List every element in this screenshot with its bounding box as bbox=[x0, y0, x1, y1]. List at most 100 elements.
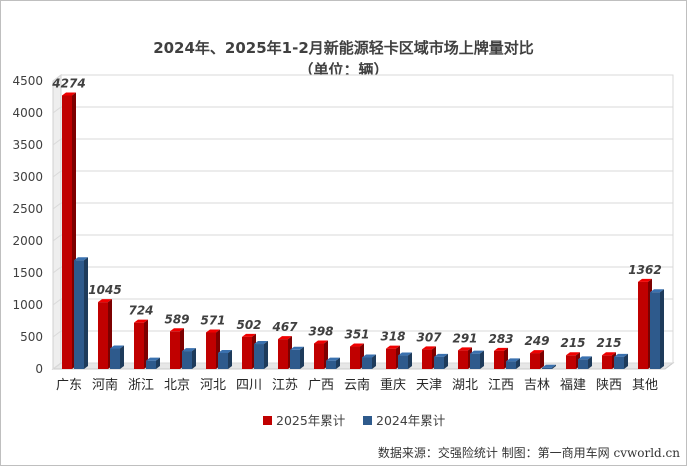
x-category-label: 湖北 bbox=[452, 378, 478, 393]
plot-back-wall bbox=[60, 74, 674, 364]
bar-2024-top bbox=[326, 357, 340, 361]
bar-2024 bbox=[326, 360, 336, 369]
bar-2025-top bbox=[134, 319, 148, 323]
bar-2024-top bbox=[614, 353, 628, 357]
bar-2025 bbox=[134, 322, 144, 369]
bar-2024 bbox=[182, 351, 192, 369]
bar-2025-top bbox=[206, 329, 220, 333]
bar-2025 bbox=[314, 343, 324, 369]
x-category-label: 云南 bbox=[344, 377, 370, 393]
bar-2025-top bbox=[170, 328, 184, 332]
bar-2025-top bbox=[422, 346, 436, 350]
bar-2024-side bbox=[336, 357, 340, 369]
y-tick-label: 4000 bbox=[12, 106, 43, 120]
data-source-note: 数据来源：交强险统计 制图：第一商用车网 cvworld.cn bbox=[377, 446, 680, 460]
bar-2024-side bbox=[624, 353, 628, 369]
bar-2024 bbox=[434, 356, 444, 369]
x-category-label: 天津 bbox=[416, 378, 442, 393]
gridline bbox=[52, 74, 673, 82]
x-category-label: 河南 bbox=[92, 377, 118, 393]
x-category-label: 吉林 bbox=[524, 378, 550, 393]
bar-2025 bbox=[62, 95, 72, 370]
bar-2025 bbox=[458, 350, 468, 369]
bar-2025 bbox=[350, 346, 360, 369]
bar-2025-top bbox=[494, 347, 508, 351]
bar-2024-side bbox=[264, 341, 268, 369]
gridline bbox=[52, 330, 673, 338]
bar-2024-side bbox=[480, 350, 484, 369]
data-label: 291 bbox=[452, 331, 477, 345]
x-category-label: 陕西 bbox=[596, 378, 622, 393]
bar-2024-top bbox=[182, 348, 196, 352]
bar-2024 bbox=[254, 344, 264, 369]
legend-label: 2024年累计 bbox=[376, 413, 445, 428]
gridline bbox=[52, 170, 673, 178]
bar-2024 bbox=[218, 353, 228, 369]
bar-2025 bbox=[278, 339, 288, 369]
y-tick-label: 3000 bbox=[12, 170, 43, 184]
bar-2024-side bbox=[228, 350, 232, 369]
bar-2025-side bbox=[540, 350, 544, 369]
x-category-label: 四川 bbox=[236, 378, 262, 393]
data-label: 398 bbox=[308, 325, 333, 339]
y-tick-label: 3500 bbox=[12, 138, 43, 152]
bar-2025-side bbox=[144, 319, 148, 369]
y-tick-label: 2500 bbox=[12, 202, 43, 216]
x-category-label: 重庆 bbox=[380, 377, 406, 393]
bar-2024-side bbox=[588, 356, 592, 369]
bar-2025-top bbox=[278, 336, 292, 340]
bar-2025 bbox=[242, 336, 252, 369]
data-label: 1045 bbox=[88, 283, 121, 297]
gridline bbox=[52, 138, 673, 146]
bar-2024-top bbox=[110, 345, 124, 349]
bar-2024-top bbox=[578, 356, 592, 360]
data-label: 1362 bbox=[628, 263, 661, 277]
bar-2024-side bbox=[516, 358, 520, 369]
bar-2024 bbox=[506, 361, 516, 369]
data-label: 249 bbox=[524, 334, 549, 348]
y-tick-label: 2000 bbox=[12, 234, 43, 248]
x-category-label: 江西 bbox=[488, 378, 514, 393]
bar-2025-top bbox=[62, 92, 76, 96]
data-label: 283 bbox=[488, 332, 513, 346]
gridline bbox=[52, 266, 673, 274]
bar-2025-top bbox=[602, 352, 616, 356]
bar-2024 bbox=[614, 356, 624, 369]
bar-2025 bbox=[170, 331, 180, 369]
data-label: 4274 bbox=[51, 76, 85, 90]
bar-2024-top bbox=[218, 350, 232, 353]
gridline bbox=[52, 202, 673, 210]
bar-2024-side bbox=[120, 345, 124, 369]
x-category-label: 浙江 bbox=[128, 378, 154, 393]
bar-2025-top bbox=[458, 347, 472, 351]
data-label: 215 bbox=[596, 336, 621, 350]
bar-2024 bbox=[74, 260, 84, 369]
bar-2024-top bbox=[506, 358, 520, 362]
bar-2024-top bbox=[74, 257, 88, 261]
data-label: 307 bbox=[416, 330, 442, 344]
bar-2025-top bbox=[98, 299, 112, 303]
bar-2024-top bbox=[434, 353, 448, 357]
bar-2025 bbox=[386, 348, 396, 369]
bar-2025-top bbox=[242, 333, 256, 337]
chart-title: 2024年、2025年1-2月新能源轻卡区域市场上牌量对比 bbox=[153, 39, 534, 57]
bar-2024-side bbox=[660, 289, 664, 369]
x-category-label: 福建 bbox=[560, 378, 586, 393]
bar-2024-top bbox=[146, 357, 160, 361]
bar-2025-top bbox=[566, 352, 580, 356]
gridline bbox=[52, 106, 673, 114]
data-label: 215 bbox=[560, 336, 585, 350]
bar-2024 bbox=[578, 359, 588, 369]
bar-2025-top bbox=[350, 343, 364, 347]
x-category-label: 北京 bbox=[164, 378, 190, 393]
bar-2024-side bbox=[552, 364, 556, 369]
bar-2024-top bbox=[290, 346, 304, 350]
gridline bbox=[52, 298, 673, 306]
bar-2024-side bbox=[444, 353, 448, 369]
bar-2024-top bbox=[362, 354, 376, 358]
x-category-label: 广西 bbox=[308, 378, 334, 393]
bar-2024 bbox=[398, 355, 408, 369]
bar-2025 bbox=[206, 332, 216, 369]
